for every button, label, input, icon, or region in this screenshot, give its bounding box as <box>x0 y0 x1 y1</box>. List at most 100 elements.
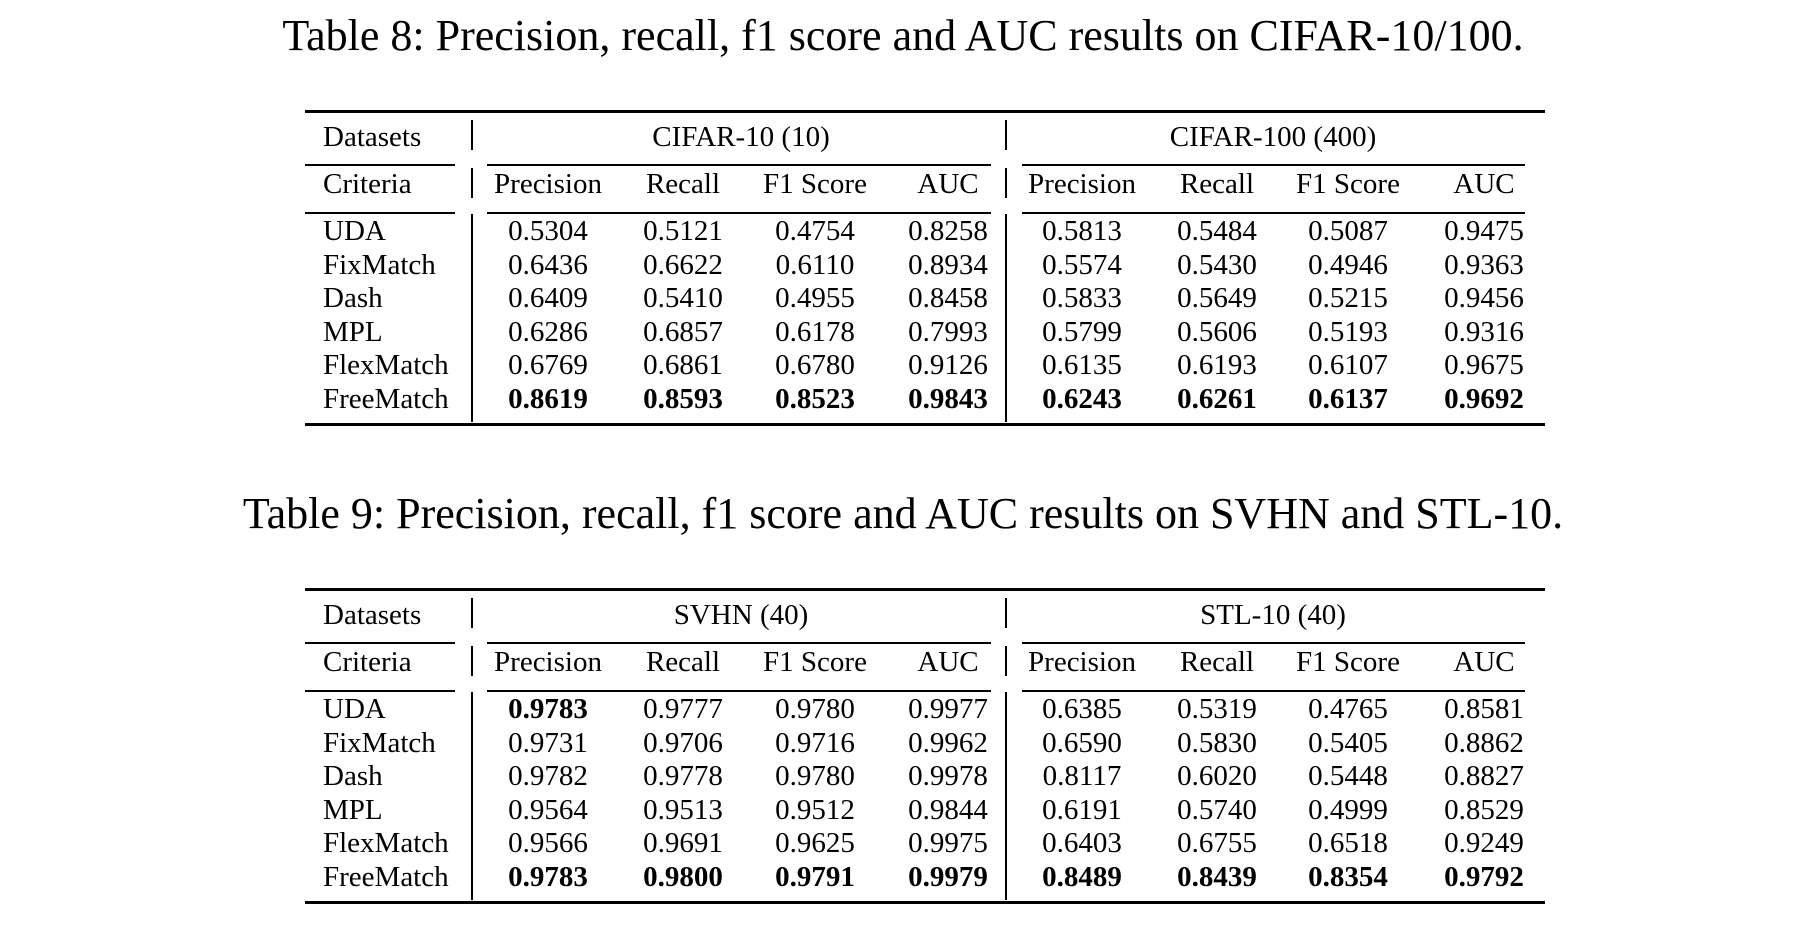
method-name: FlexMatch <box>323 827 449 859</box>
criteria-header: Precision <box>1028 646 1136 678</box>
table-8: Datasets Criteria CIFAR-10 (10) CIFAR-100 (… <box>305 110 1545 428</box>
table-cell: 0.9978 <box>908 760 988 792</box>
table-cell: 0.9691 <box>643 827 723 859</box>
table-cell: 0.4999 <box>1308 793 1388 826</box>
criteria-header: Recall <box>645 168 721 200</box>
table-cell: 0.9977 <box>908 693 988 725</box>
header-underline <box>305 212 455 214</box>
table-cell: 0.6191 <box>1042 793 1122 826</box>
table-cell: 0.4955 <box>775 282 855 314</box>
table-cell: 0.5319 <box>1177 693 1257 725</box>
table-cell: 0.5405 <box>1308 726 1388 759</box>
criteria-header: AUC <box>1453 168 1515 200</box>
table-cell: 0.6403 <box>1042 827 1122 859</box>
table-cell: 0.9780 <box>775 693 855 725</box>
method-name: Dash <box>323 760 383 792</box>
table-cell: 0.9843 <box>908 382 988 415</box>
criteria-header: Recall <box>1179 646 1255 678</box>
table-cell: 0.6110 <box>775 248 855 281</box>
method-name: Dash <box>323 282 383 314</box>
table-cell: 0.9731 <box>508 726 588 759</box>
bottom-rule <box>305 423 1545 426</box>
table-cell: 0.6590 <box>1042 726 1122 759</box>
table-cell: 0.6261 <box>1177 382 1257 415</box>
header-underline <box>305 690 455 692</box>
table-cell: 0.8619 <box>508 382 588 415</box>
method-name: MPL <box>323 315 383 348</box>
criteria-header: Precision <box>494 168 602 200</box>
method-separator <box>471 646 473 676</box>
table-cell: 0.5574 <box>1042 248 1122 281</box>
group-underline <box>487 164 991 166</box>
method-name: UDA <box>323 215 386 247</box>
table-cell: 0.9316 <box>1444 315 1524 348</box>
table-cell: 0.9783 <box>508 693 588 725</box>
table-cell: 0.9363 <box>1444 248 1524 281</box>
table-cell: 0.4754 <box>775 215 855 247</box>
table-cell: 0.9783 <box>508 860 588 893</box>
criteria-header: F1 Score <box>1296 168 1400 200</box>
table-cell: 0.6755 <box>1177 827 1257 859</box>
group-header: SVHN (40) <box>673 599 809 631</box>
table-cell: 0.9625 <box>775 827 855 859</box>
table-cell: 0.9564 <box>508 793 588 826</box>
table-cell: 0.9716 <box>775 726 855 759</box>
table-cell: 0.5649 <box>1177 282 1257 314</box>
header-underline <box>305 642 455 644</box>
method-name: MPL <box>323 793 383 826</box>
table-cell: 0.8489 <box>1042 860 1122 893</box>
table-cell: 0.6243 <box>1042 382 1122 415</box>
table-cell: 0.6769 <box>508 349 588 381</box>
row-header-datasets: Datasets <box>323 599 422 631</box>
table-cell: 0.5087 <box>1308 215 1388 247</box>
criteria-header: Recall <box>1179 168 1255 200</box>
table-cell: 0.6857 <box>643 315 723 348</box>
group-underline <box>487 690 991 692</box>
group-separator <box>1005 120 1007 150</box>
table-cell: 0.9782 <box>508 760 588 792</box>
group-separator <box>1005 692 1007 900</box>
group-separator <box>1005 646 1007 676</box>
table-cell: 0.5193 <box>1308 315 1388 348</box>
group-header: CIFAR-100 (400) <box>1169 121 1377 153</box>
header-underline <box>305 164 455 166</box>
table-cell: 0.9962 <box>908 726 988 759</box>
table-cell: 0.6137 <box>1308 382 1388 415</box>
criteria-header: Precision <box>494 646 602 678</box>
criteria-header: F1 Score <box>763 646 867 678</box>
table-cell: 0.9778 <box>643 760 723 792</box>
table-cell: 0.5448 <box>1308 760 1388 792</box>
criteria-header: AUC <box>917 168 979 200</box>
row-header-criteria: Criteria <box>323 646 412 678</box>
table-cell: 0.5304 <box>508 215 588 247</box>
table-8-caption: Table 8: Precision, recall, f1 score and… <box>282 11 1524 60</box>
table-cell: 0.6193 <box>1177 349 1257 381</box>
table-cell: 0.5833 <box>1042 282 1122 314</box>
method-name: FreeMatch <box>323 382 449 415</box>
table-cell: 0.8827 <box>1444 760 1524 792</box>
table-cell: 0.9780 <box>775 760 855 792</box>
table-cell: 0.6861 <box>643 349 723 381</box>
group-underline <box>487 642 991 644</box>
table-cell: 0.9800 <box>643 860 723 893</box>
group-separator <box>1005 214 1007 422</box>
table-cell: 0.5740 <box>1177 793 1257 826</box>
table-cell: 0.8934 <box>908 248 988 281</box>
table-cell: 0.6135 <box>1042 349 1122 381</box>
table-cell: 0.5813 <box>1042 215 1122 247</box>
top-rule <box>305 110 1545 113</box>
table-cell: 0.6286 <box>508 315 588 348</box>
group-underline <box>487 212 991 214</box>
table-cell: 0.5799 <box>1042 315 1122 348</box>
criteria-header: F1 Score <box>1296 646 1400 678</box>
table-cell: 0.9844 <box>908 793 988 826</box>
group-header: STL-10 (40) <box>1200 599 1346 631</box>
group-header: CIFAR-10 (10) <box>652 121 830 153</box>
group-separator <box>1005 598 1007 628</box>
row-header-criteria: Criteria <box>323 168 412 200</box>
table-cell: 0.9456 <box>1444 282 1524 314</box>
method-separator <box>471 692 473 900</box>
table-cell: 0.5215 <box>1308 282 1388 314</box>
table-cell: 0.6020 <box>1177 760 1257 792</box>
table-cell: 0.9513 <box>643 793 723 826</box>
